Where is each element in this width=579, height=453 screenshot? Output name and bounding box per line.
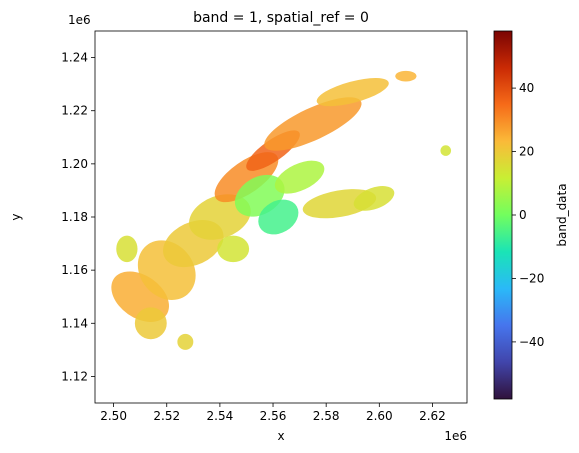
colorbar-tick-label: −20 <box>519 271 544 285</box>
y-tick-label: 1.24 <box>61 51 88 65</box>
x-tick-label: 2.62 <box>419 409 446 423</box>
plot-area <box>111 70 452 350</box>
data-region-11 <box>264 97 362 151</box>
colorbar-tick-label: −40 <box>519 335 544 349</box>
x-offset-label: 1e6 <box>444 429 467 443</box>
x-axis-ticks: 2.50 2.52 2.54 2.56 2.58 2.60 2.62 <box>100 403 446 423</box>
data-region-1 <box>134 307 167 340</box>
y-tick-label: 1.14 <box>61 316 88 330</box>
colorbar-tick-label: 0 <box>519 208 527 222</box>
x-tick-label: 2.58 <box>313 409 340 423</box>
data-region-3 <box>116 235 138 263</box>
colorbar-label: band_data <box>555 183 569 246</box>
y-offset-label: 1e6 <box>68 13 91 27</box>
data-region-10 <box>258 199 299 235</box>
y-tick-label: 1.18 <box>61 210 88 224</box>
x-tick-label: 2.50 <box>100 409 127 423</box>
colorbar <box>493 30 513 400</box>
y-tick-label: 1.22 <box>61 104 88 118</box>
x-tick-label: 2.52 <box>153 409 180 423</box>
data-region-12 <box>316 78 389 107</box>
data-region-5 <box>189 194 251 240</box>
colorbar-ticks: −40 −20 0 20 40 <box>512 81 544 349</box>
x-tick-label: 2.54 <box>207 409 234 423</box>
data-region-16 <box>177 333 194 350</box>
colorbar-tick-label: 20 <box>519 145 534 159</box>
x-axis-label: x <box>277 429 284 443</box>
y-axis-ticks: 1.12 1.14 1.16 1.18 1.20 1.22 1.24 <box>61 51 95 383</box>
data-region-18 <box>440 145 452 156</box>
y-tick-label: 1.16 <box>61 263 88 277</box>
x-tick-label: 2.60 <box>366 409 393 423</box>
data-region-15 <box>274 160 325 194</box>
y-tick-label: 1.12 <box>61 369 88 383</box>
data-region-17 <box>395 70 417 82</box>
chart-title: band = 1, spatial_ref = 0 <box>193 10 369 26</box>
y-axis-label: y <box>9 213 23 220</box>
colorbar-tick-label: 40 <box>519 81 534 95</box>
data-region-6 <box>217 235 250 263</box>
data-region-14 <box>353 186 395 211</box>
x-tick-label: 2.56 <box>260 409 287 423</box>
y-tick-label: 1.20 <box>61 157 88 171</box>
